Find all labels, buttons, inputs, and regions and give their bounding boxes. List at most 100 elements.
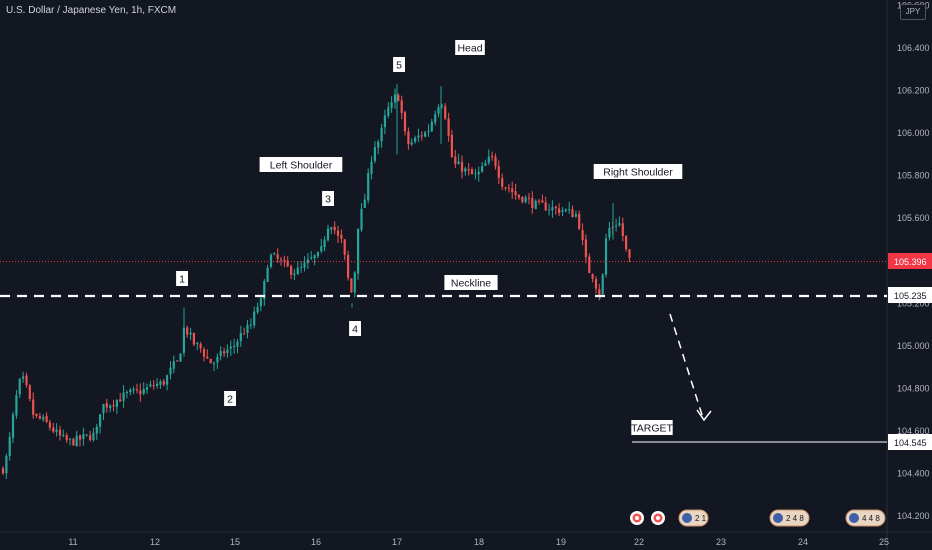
candle-body bbox=[481, 166, 484, 172]
point-label-3-bg bbox=[322, 191, 334, 206]
time-tick-label: 25 bbox=[879, 537, 889, 547]
candle bbox=[179, 353, 182, 362]
candle-body bbox=[373, 147, 376, 161]
candle-body bbox=[440, 105, 443, 107]
candle-body bbox=[206, 356, 209, 359]
candle-body bbox=[554, 206, 557, 209]
candle-body bbox=[62, 435, 65, 436]
annotation-layer: Head Left Shoulder Right Shoulder Neckline T… bbox=[176, 40, 683, 435]
candle-body bbox=[434, 114, 437, 123]
candle-body bbox=[75, 435, 78, 446]
candle bbox=[45, 412, 48, 424]
flag-event-icon[interactable]: 2 4 8 bbox=[769, 509, 810, 527]
candle-body bbox=[424, 132, 427, 137]
candle bbox=[316, 251, 319, 259]
candle bbox=[125, 390, 128, 399]
candle-body bbox=[283, 260, 286, 262]
candle bbox=[584, 234, 587, 264]
neckline-price-tag-box bbox=[888, 287, 932, 303]
candle bbox=[145, 383, 149, 394]
event-group-a-text: 2 1 bbox=[695, 514, 707, 523]
price-axis[interactable]: 104.200 104.400 104.600 104.800 105.000 105.2… bbox=[888, 0, 932, 521]
candle-body bbox=[11, 414, 15, 438]
candle bbox=[269, 253, 273, 269]
candle bbox=[501, 173, 504, 190]
candle-body bbox=[189, 332, 192, 335]
time-axis[interactable]: 11 12 15 16 17 18 19 22 23 24 25 bbox=[68, 537, 889, 547]
candle-body bbox=[273, 253, 276, 255]
candle bbox=[393, 88, 397, 109]
event-group-c-text: 4 4 8 bbox=[862, 514, 880, 523]
candle bbox=[169, 361, 172, 380]
candle bbox=[353, 271, 356, 298]
candle-body bbox=[125, 392, 128, 393]
candle bbox=[387, 102, 390, 119]
candle bbox=[625, 235, 628, 252]
candle bbox=[156, 378, 159, 389]
candle-body bbox=[249, 324, 252, 326]
flag-event-icon[interactable]: 4 4 8 bbox=[845, 509, 886, 527]
candle-body bbox=[457, 161, 460, 165]
currency-badge[interactable]: JPY bbox=[900, 4, 926, 20]
candle-body bbox=[72, 438, 75, 446]
candle bbox=[367, 168, 370, 204]
candle bbox=[360, 203, 363, 233]
candle bbox=[296, 261, 299, 275]
price-tick-label: 105.000 bbox=[897, 341, 930, 351]
candle-body bbox=[514, 191, 517, 195]
candle bbox=[336, 226, 340, 243]
left-shoulder-label: Left Shoulder bbox=[259, 157, 343, 172]
candle-body bbox=[524, 197, 527, 203]
candle bbox=[202, 347, 206, 362]
candle-body bbox=[450, 135, 453, 157]
candle-body bbox=[460, 161, 464, 172]
candle bbox=[216, 353, 219, 369]
candle-body bbox=[594, 279, 598, 289]
candle-body bbox=[82, 434, 85, 439]
candle bbox=[38, 412, 41, 420]
candle-body bbox=[380, 127, 383, 142]
candle-body bbox=[621, 223, 624, 236]
candle bbox=[313, 254, 316, 266]
candle-body bbox=[444, 106, 447, 119]
candle-body bbox=[89, 435, 92, 440]
candle bbox=[159, 379, 162, 389]
candle-body bbox=[574, 214, 577, 217]
candle bbox=[95, 423, 98, 441]
candle-body bbox=[537, 200, 541, 202]
candle-body bbox=[527, 197, 531, 199]
candle bbox=[246, 320, 249, 339]
candle bbox=[347, 250, 350, 281]
earnings-event-icon[interactable] bbox=[651, 511, 665, 525]
point-label-1-text: 1 bbox=[179, 274, 185, 286]
candle bbox=[28, 384, 31, 402]
candle-body bbox=[8, 437, 11, 456]
candle bbox=[397, 93, 400, 102]
events-layer: 2 1 2 4 8 4 4 8 bbox=[630, 509, 886, 527]
candle bbox=[11, 411, 15, 443]
candle-body bbox=[28, 385, 31, 399]
candle-body bbox=[360, 208, 363, 230]
candle bbox=[350, 278, 353, 293]
last-price-tag-text: 105.396 bbox=[894, 257, 927, 267]
flag-event-icon[interactable]: 2 1 bbox=[678, 509, 709, 527]
head-label-text: Head bbox=[457, 43, 482, 55]
candle bbox=[400, 95, 403, 120]
time-tick-label: 19 bbox=[556, 537, 566, 547]
candle-body bbox=[571, 209, 574, 218]
candle-body bbox=[474, 173, 477, 175]
candle bbox=[447, 112, 450, 142]
candle-body bbox=[38, 415, 41, 419]
candle bbox=[119, 392, 122, 402]
candle-body bbox=[1, 468, 5, 474]
candle bbox=[628, 249, 631, 263]
candle-body bbox=[300, 266, 303, 268]
candle bbox=[591, 273, 594, 283]
head-label-bg bbox=[455, 40, 485, 55]
earnings-event-icon[interactable] bbox=[630, 511, 644, 525]
candle bbox=[219, 346, 222, 361]
time-tick-label: 24 bbox=[798, 537, 808, 547]
candle bbox=[621, 217, 624, 242]
candle bbox=[176, 360, 179, 362]
time-tick-label: 16 bbox=[311, 537, 321, 547]
